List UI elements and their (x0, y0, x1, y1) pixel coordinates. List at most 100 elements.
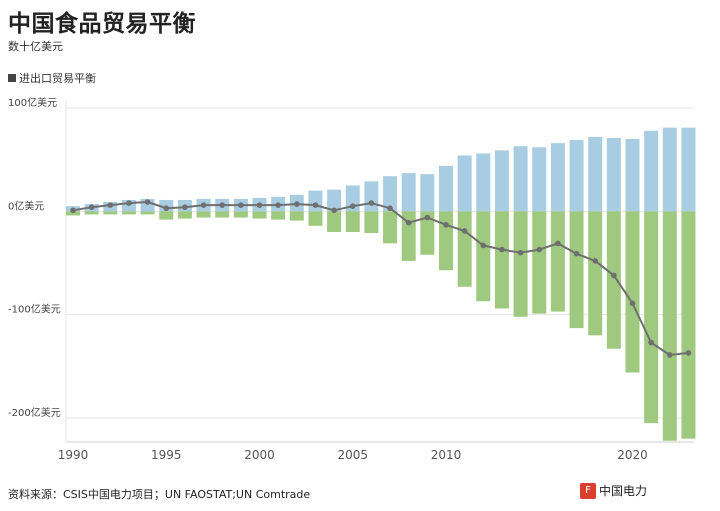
import-bar (140, 211, 155, 215)
line-layer (70, 199, 692, 358)
balance-point (499, 246, 505, 253)
x-tick-label: 2005 (337, 448, 368, 462)
export-bar (383, 176, 398, 212)
x-tick-label: 2020 (617, 448, 648, 462)
export-bar (625, 139, 640, 212)
logo: F 中国电力 (580, 482, 647, 499)
export-bar (532, 147, 547, 212)
import-bar (606, 211, 621, 349)
source-note: 资料来源：CSIS中国电力项目；UN FAOSTAT;UN Comtrade (8, 488, 311, 501)
balance-point (443, 221, 449, 228)
export-bar (606, 137, 621, 212)
import-bar (327, 211, 342, 232)
import-bar (233, 211, 248, 218)
balance-point (480, 242, 487, 249)
balance-point (126, 200, 132, 206)
legend-label: 进出口贸易平衡 (19, 72, 96, 85)
balance-point (667, 352, 673, 358)
balance-line (72, 201, 689, 356)
import-bar (644, 211, 659, 424)
import-bar (66, 211, 80, 216)
chart-title: 中国食品贸易平衡 (8, 11, 196, 37)
balance-point (219, 202, 225, 208)
export-bar (420, 174, 435, 212)
balance-point (611, 272, 617, 279)
balance-point (331, 207, 337, 214)
import-bar (532, 211, 547, 314)
import-bar (159, 211, 174, 220)
export-bar (569, 140, 584, 212)
import-bar (271, 211, 286, 220)
balance-point (517, 249, 524, 256)
export-bar (494, 150, 509, 212)
import-bar (439, 211, 453, 271)
balance-point (405, 219, 412, 226)
import-bar (215, 211, 230, 218)
balance-point (238, 202, 244, 208)
export-bar (644, 130, 659, 212)
import-bar (84, 211, 99, 215)
export-bar (327, 189, 342, 212)
export-bar (681, 127, 696, 212)
balance-point (294, 201, 300, 207)
balance-point (275, 202, 281, 208)
export-bar (513, 146, 528, 212)
balance-point (368, 200, 375, 206)
import-bar (121, 211, 136, 215)
balance-point (461, 228, 468, 234)
import-bar (625, 211, 640, 373)
balance-point (144, 199, 151, 205)
axis-layer: 100亿美元 0亿美元 -100亿美元 -200亿美元 1990 1995 2000 2005… (8, 96, 648, 462)
balance-point (256, 202, 263, 208)
y-tick-label: -200亿美元 (8, 406, 61, 419)
export-bar (457, 155, 472, 212)
import-bar (345, 211, 360, 232)
import-bar (476, 211, 491, 302)
import-bar (513, 211, 528, 317)
balance-point (107, 202, 114, 208)
balance-point (70, 207, 76, 214)
balance-point (387, 205, 393, 212)
chart-subtitle: 数十亿美元 (8, 40, 63, 53)
export-bar (308, 190, 323, 212)
balance-point (629, 300, 636, 307)
export-bar (550, 143, 565, 212)
bar-layer (66, 127, 696, 441)
import-bar (401, 211, 416, 261)
balance-point (349, 203, 356, 209)
logo-text: 中国电力 (599, 484, 648, 498)
import-bar (308, 211, 323, 226)
import-bar (196, 211, 211, 218)
balance-point (555, 240, 561, 247)
balance-point (312, 202, 319, 208)
legend: 进出口贸易平衡 (8, 70, 96, 86)
x-tick-label: 1990 (58, 448, 89, 462)
import-bar (494, 211, 509, 309)
export-bar (401, 173, 416, 212)
y-tick-label: -100亿美元 (8, 303, 61, 316)
export-bar (439, 165, 453, 212)
balance-point (536, 246, 543, 253)
import-bar (420, 211, 435, 255)
import-bar (457, 211, 472, 287)
logo-mark-icon: F (580, 482, 596, 499)
export-bar (364, 181, 379, 212)
y-tick-label: 100亿美元 (8, 96, 57, 109)
import-bar (569, 211, 584, 329)
balance-point (424, 214, 431, 221)
import-bar (383, 211, 398, 244)
import-bar (662, 211, 677, 441)
x-tick-label: 2010 (431, 448, 462, 462)
import-bar (177, 211, 192, 219)
import-bar (550, 211, 565, 312)
export-bar (588, 136, 603, 212)
balance-point (88, 204, 95, 210)
balance-point (592, 258, 598, 264)
import-bar (252, 211, 267, 219)
legend-swatch (8, 74, 16, 82)
balance-point (648, 339, 654, 346)
import-bar (681, 211, 696, 439)
x-tick-label: 1995 (151, 448, 182, 462)
balance-point (685, 350, 692, 356)
import-bar (588, 211, 603, 336)
